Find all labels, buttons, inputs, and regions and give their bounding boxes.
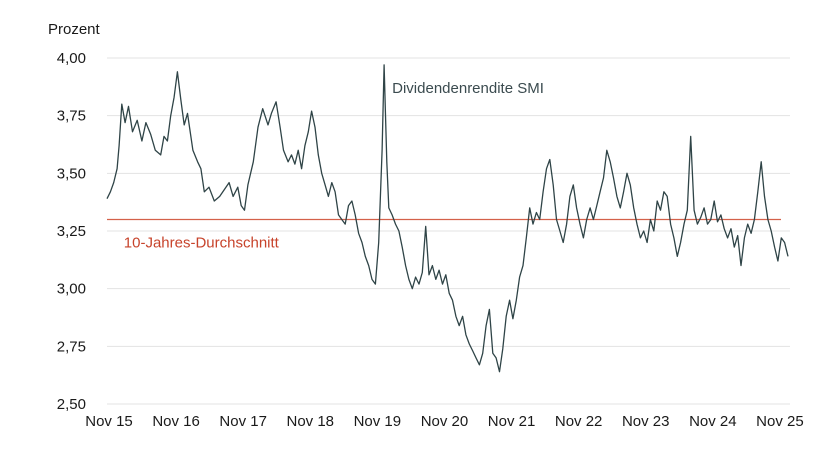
x-tick-label-4: Nov 19 bbox=[354, 413, 402, 430]
series bbox=[106, 64, 789, 373]
annotation-10y-average: 10-Jahres-Durchschnitt bbox=[124, 235, 280, 252]
y-tick-label-1: 3,75 bbox=[57, 108, 86, 125]
x-tick-label-9: Nov 24 bbox=[689, 413, 737, 430]
annotation-series-name: Dividendenrendite SMI bbox=[392, 80, 544, 97]
x-tick-label-0: Nov 15 bbox=[85, 413, 133, 430]
y-tick-label-0: 4,00 bbox=[57, 50, 86, 67]
y-tick-label-4: 3,00 bbox=[57, 281, 86, 298]
x-tick-label-7: Nov 22 bbox=[555, 413, 603, 430]
y-tick-label-3: 3,25 bbox=[57, 223, 86, 240]
x-tick-label-2: Nov 17 bbox=[219, 413, 267, 430]
series-line-dividend-yield-smi bbox=[106, 64, 789, 373]
x-tick-label-5: Nov 20 bbox=[421, 413, 469, 430]
y-tick-label-6: 2,50 bbox=[57, 396, 86, 413]
gridlines bbox=[107, 57, 790, 405]
y-tick-label-5: 2,75 bbox=[57, 338, 86, 355]
x-tick-label-10: Nov 25 bbox=[756, 413, 804, 430]
x-tick-label-8: Nov 23 bbox=[622, 413, 670, 430]
y-axis: 4,00 3,75 3,50 3,25 3,00 2,75 2,50 bbox=[57, 50, 86, 413]
x-tick-label-3: Nov 18 bbox=[287, 413, 335, 430]
annotations: Dividendenrendite SMI 10-Jahres-Durchschn… bbox=[124, 80, 544, 252]
x-tick-label-6: Nov 21 bbox=[488, 413, 536, 430]
y-tick-label-2: 3,50 bbox=[57, 165, 86, 182]
y-axis-unit-label: Prozent bbox=[48, 21, 101, 38]
x-axis: Nov 15 Nov 16 Nov 17 Nov 18 Nov 19 Nov 20 Nov … bbox=[85, 413, 803, 430]
x-tick-label-1: Nov 16 bbox=[152, 413, 200, 430]
